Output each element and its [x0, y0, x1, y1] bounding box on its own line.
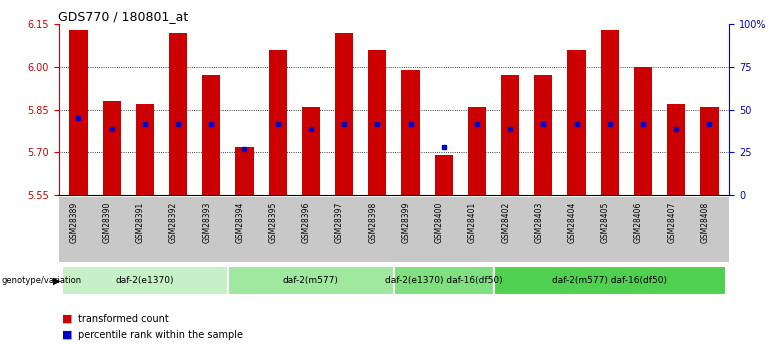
FancyBboxPatch shape [394, 266, 494, 295]
Bar [136, 104, 154, 195]
Bar [368, 50, 386, 195]
Text: GSM28396: GSM28396 [302, 202, 311, 243]
Bar [335, 33, 353, 195]
Text: GDS770 / 180801_at: GDS770 / 180801_at [58, 10, 189, 23]
Text: GSM28391: GSM28391 [136, 202, 145, 243]
FancyBboxPatch shape [494, 266, 726, 295]
Text: GSM28402: GSM28402 [501, 202, 510, 243]
Text: GSM28408: GSM28408 [700, 202, 709, 243]
Bar [601, 30, 619, 195]
Bar [468, 107, 486, 195]
Text: ■: ■ [62, 330, 73, 339]
Text: GSM28394: GSM28394 [236, 202, 244, 243]
Text: daf-2(e1370) daf-16(df50): daf-2(e1370) daf-16(df50) [385, 276, 502, 285]
Text: GSM28403: GSM28403 [534, 202, 544, 243]
Text: GSM28390: GSM28390 [103, 202, 112, 243]
Text: GSM28395: GSM28395 [268, 202, 278, 243]
Text: GSM28392: GSM28392 [169, 202, 178, 243]
Text: daf-2(m577): daf-2(m577) [283, 276, 339, 285]
Text: percentile rank within the sample: percentile rank within the sample [78, 330, 243, 339]
Bar [236, 147, 254, 195]
Bar [102, 101, 121, 195]
Bar [501, 76, 519, 195]
Text: ▶: ▶ [53, 275, 61, 285]
Bar [634, 67, 652, 195]
Text: genotype/variation: genotype/variation [2, 276, 82, 285]
Text: daf-2(e1370): daf-2(e1370) [115, 276, 174, 285]
Text: GSM28406: GSM28406 [634, 202, 643, 243]
Text: GSM28400: GSM28400 [434, 202, 444, 243]
Text: GSM28407: GSM28407 [667, 202, 676, 243]
Text: GSM28393: GSM28393 [202, 202, 211, 243]
FancyBboxPatch shape [62, 266, 228, 295]
Text: GSM28389: GSM28389 [69, 202, 79, 243]
Bar [434, 155, 453, 195]
Text: transformed count: transformed count [78, 314, 168, 324]
Bar [169, 33, 187, 195]
Bar [69, 30, 87, 195]
Bar [667, 104, 686, 195]
Bar [700, 107, 718, 195]
Text: GSM28401: GSM28401 [468, 202, 477, 243]
Text: GSM28399: GSM28399 [402, 202, 410, 243]
Text: GSM28404: GSM28404 [568, 202, 576, 243]
Bar [567, 50, 586, 195]
Text: GSM28405: GSM28405 [601, 202, 610, 243]
FancyBboxPatch shape [228, 266, 394, 295]
Bar [202, 76, 221, 195]
Text: GSM28398: GSM28398 [368, 202, 378, 243]
Text: daf-2(m577) daf-16(df50): daf-2(m577) daf-16(df50) [552, 276, 667, 285]
Bar [268, 50, 287, 195]
Text: GSM28397: GSM28397 [335, 202, 344, 243]
Text: ■: ■ [62, 314, 73, 324]
Bar [402, 70, 420, 195]
Bar [302, 107, 320, 195]
Bar [534, 76, 552, 195]
